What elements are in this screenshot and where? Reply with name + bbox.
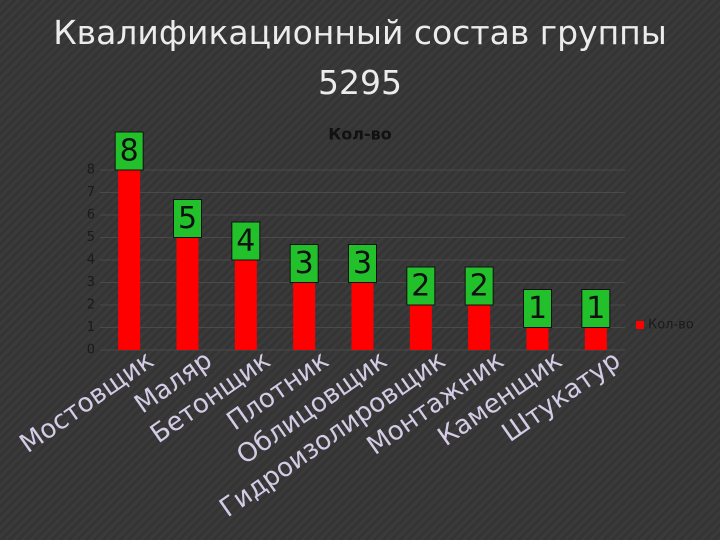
data-label: 4 — [236, 224, 255, 259]
bar — [176, 237, 199, 350]
data-label-box — [173, 199, 202, 238]
data-label: 2 — [470, 269, 489, 304]
data-label: 2 — [411, 269, 430, 304]
y-tick-label: 3 — [87, 275, 95, 290]
bar — [293, 282, 316, 350]
chart-title: Кол-во — [328, 125, 392, 144]
bar — [234, 260, 257, 350]
data-label-box — [114, 131, 144, 171]
data-label: 1 — [528, 291, 547, 326]
data-label-box — [406, 266, 436, 306]
data-label-box — [289, 244, 319, 283]
data-label: 5 — [178, 201, 197, 236]
data-label-box — [523, 289, 552, 328]
data-label-box — [464, 266, 494, 306]
data-label-box — [231, 221, 261, 261]
y-tick-label: 4 — [87, 253, 95, 268]
bar — [118, 170, 141, 350]
y-tick-label: 8 — [87, 163, 95, 178]
data-label: 1 — [586, 291, 605, 326]
data-label: 3 — [295, 246, 314, 281]
y-tick-label: 7 — [87, 185, 95, 200]
bar — [584, 327, 607, 350]
bar — [409, 305, 432, 350]
bar — [351, 282, 374, 350]
y-tick-label: 5 — [87, 230, 95, 245]
bar — [526, 327, 549, 350]
legend-swatch — [636, 321, 644, 329]
slide-title: Квалификационный состав группы 5295 — [53, 13, 667, 102]
data-label: 3 — [353, 246, 372, 281]
data-label: 8 — [120, 134, 139, 169]
y-tick-label: 6 — [87, 208, 95, 223]
legend-label: Кол-во — [648, 318, 694, 333]
data-label-box — [581, 289, 611, 328]
bar — [468, 305, 491, 350]
y-tick-label: 0 — [87, 343, 95, 358]
y-tick-label: 2 — [87, 298, 95, 313]
data-label-box — [348, 244, 377, 283]
y-tick-label: 1 — [87, 320, 95, 335]
